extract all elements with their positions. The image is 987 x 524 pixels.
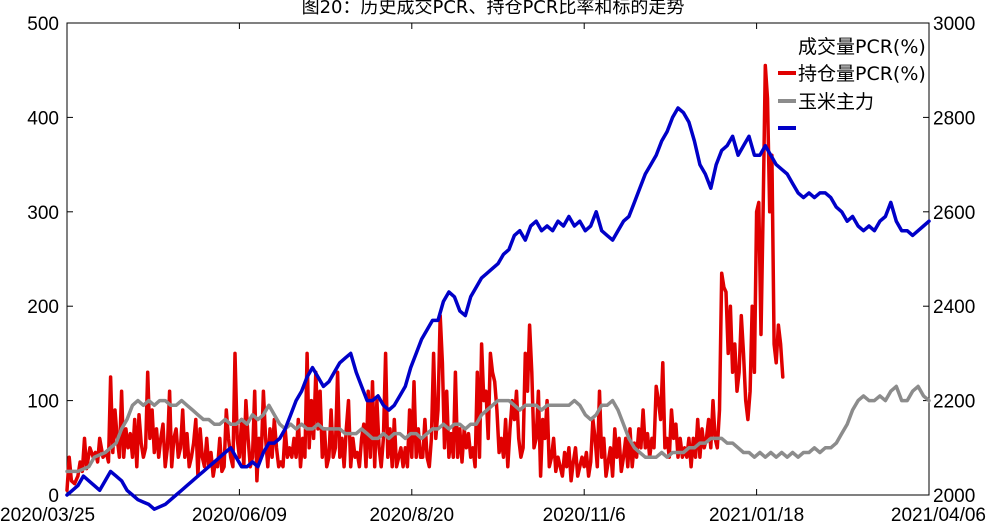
legend-label: 持仓量PCR(%) <box>798 63 926 85</box>
right-tick-label: 3000 <box>933 14 975 35</box>
series-line-2 <box>65 106 931 511</box>
x-tick-label: 2020/03/25 <box>0 505 95 524</box>
left-tick-label: 500 <box>27 14 59 35</box>
chart-title-group: 图20：历史成交PCR、持仓PCR比率和标的走势 <box>302 0 685 18</box>
series-group <box>65 63 931 511</box>
x-tick-label: 2021/01/18 <box>709 505 804 524</box>
x-axis: 2020/03/25 2020/06/09 2020/8/20 2020/11/6 20… <box>0 23 986 524</box>
x-tick-label: 2021/04/06 <box>891 505 986 524</box>
right-tick-label: 2600 <box>933 203 975 224</box>
legend: 成交量PCR(%) 持仓量PCR(%) 玉米主力 <box>778 36 926 130</box>
left-axis: 0 100 200 300 400 500 <box>27 14 73 507</box>
x-tick-label: 2020/11/6 <box>543 505 626 524</box>
x-tick-label: 2020/06/09 <box>192 505 287 524</box>
legend-label: 玉米主力 <box>798 91 874 113</box>
series-line-1 <box>65 384 931 474</box>
right-axis: 2000 2200 2400 2600 2800 3000 <box>923 14 975 507</box>
left-tick-label: 300 <box>27 203 59 224</box>
x-tick-label: 2020/8/20 <box>370 505 455 524</box>
plot-frame <box>66 22 930 496</box>
right-tick-label: 2000 <box>933 486 975 507</box>
left-tick-label: 100 <box>27 392 59 413</box>
chart-title: 图20：历史成交PCR、持仓PCR比率和标的走势 <box>302 0 685 18</box>
left-tick-label: 400 <box>27 108 59 129</box>
left-tick-label: 0 <box>48 486 59 507</box>
series-line-0 <box>65 63 785 493</box>
right-tick-label: 2200 <box>933 392 975 413</box>
right-tick-label: 2800 <box>933 108 975 129</box>
right-tick-label: 2400 <box>933 297 975 318</box>
legend-label: 成交量PCR(%) <box>798 36 926 58</box>
left-tick-label: 200 <box>27 297 59 318</box>
